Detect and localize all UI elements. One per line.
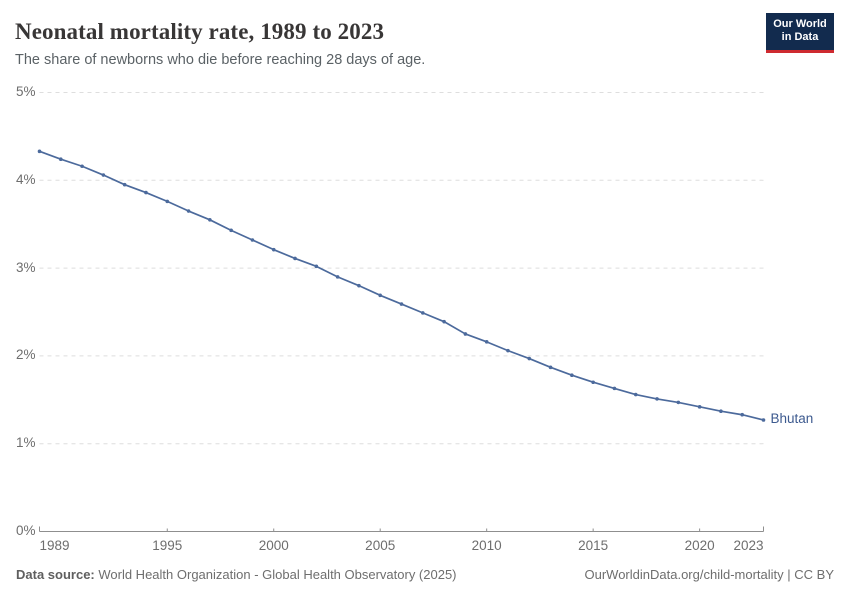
data-point[interactable] <box>527 356 532 361</box>
chart-title: Neonatal mortality rate, 1989 to 2023 <box>15 19 385 44</box>
data-point[interactable] <box>378 293 383 298</box>
data-point[interactable] <box>719 409 723 414</box>
data-point[interactable] <box>633 392 638 397</box>
footer-link[interactable]: OurWorldinData.org/child-mortality | CC … <box>584 567 835 582</box>
data-point[interactable] <box>165 199 170 204</box>
data-point[interactable] <box>101 173 106 177</box>
data-point[interactable] <box>293 256 297 261</box>
data-point[interactable] <box>80 164 84 169</box>
data-point[interactable] <box>314 264 319 269</box>
logo-line-1: Our World <box>773 18 827 30</box>
data-point[interactable] <box>442 319 446 324</box>
data-point[interactable] <box>612 386 617 391</box>
data-source-text: World Health Organization - Global Healt… <box>94 567 457 582</box>
data-point[interactable] <box>740 412 745 417</box>
data-point[interactable] <box>676 400 681 405</box>
data-point[interactable] <box>570 373 574 378</box>
data-point[interactable] <box>463 332 468 336</box>
data-point[interactable] <box>697 405 702 409</box>
logo-line-2: in Data <box>781 31 819 43</box>
data-point[interactable] <box>229 228 233 233</box>
line-series-bhutan[interactable] <box>38 150 765 421</box>
data-point[interactable] <box>655 397 659 401</box>
data-point[interactable] <box>186 209 191 213</box>
chart-subtitle: The share of newborns who die before rea… <box>15 52 426 68</box>
data-point[interactable] <box>761 418 766 422</box>
chart-footer: Data source: World Health Organization -… <box>16 567 834 582</box>
data-point[interactable] <box>506 348 510 353</box>
data-point[interactable] <box>548 365 553 370</box>
data-point[interactable] <box>208 218 212 222</box>
data-point[interactable] <box>271 247 276 252</box>
data-point[interactable] <box>335 275 340 279</box>
data-source-label: Data source: <box>16 567 95 582</box>
data-point[interactable] <box>484 340 489 344</box>
data-point[interactable] <box>122 182 127 187</box>
series-label-bhutan[interactable]: Bhutan <box>770 410 814 426</box>
data-source-note: Data source: World Health Organization -… <box>16 567 457 582</box>
data-point[interactable] <box>58 157 63 162</box>
data-point[interactable] <box>420 311 425 315</box>
data-point[interactable] <box>399 302 404 306</box>
data-point[interactable] <box>37 149 42 154</box>
owid-logo[interactable]: Our World in Data <box>766 13 834 53</box>
data-point[interactable] <box>250 238 255 242</box>
data-point[interactable] <box>591 380 595 385</box>
data-point[interactable] <box>144 190 148 195</box>
data-point[interactable] <box>357 283 361 288</box>
